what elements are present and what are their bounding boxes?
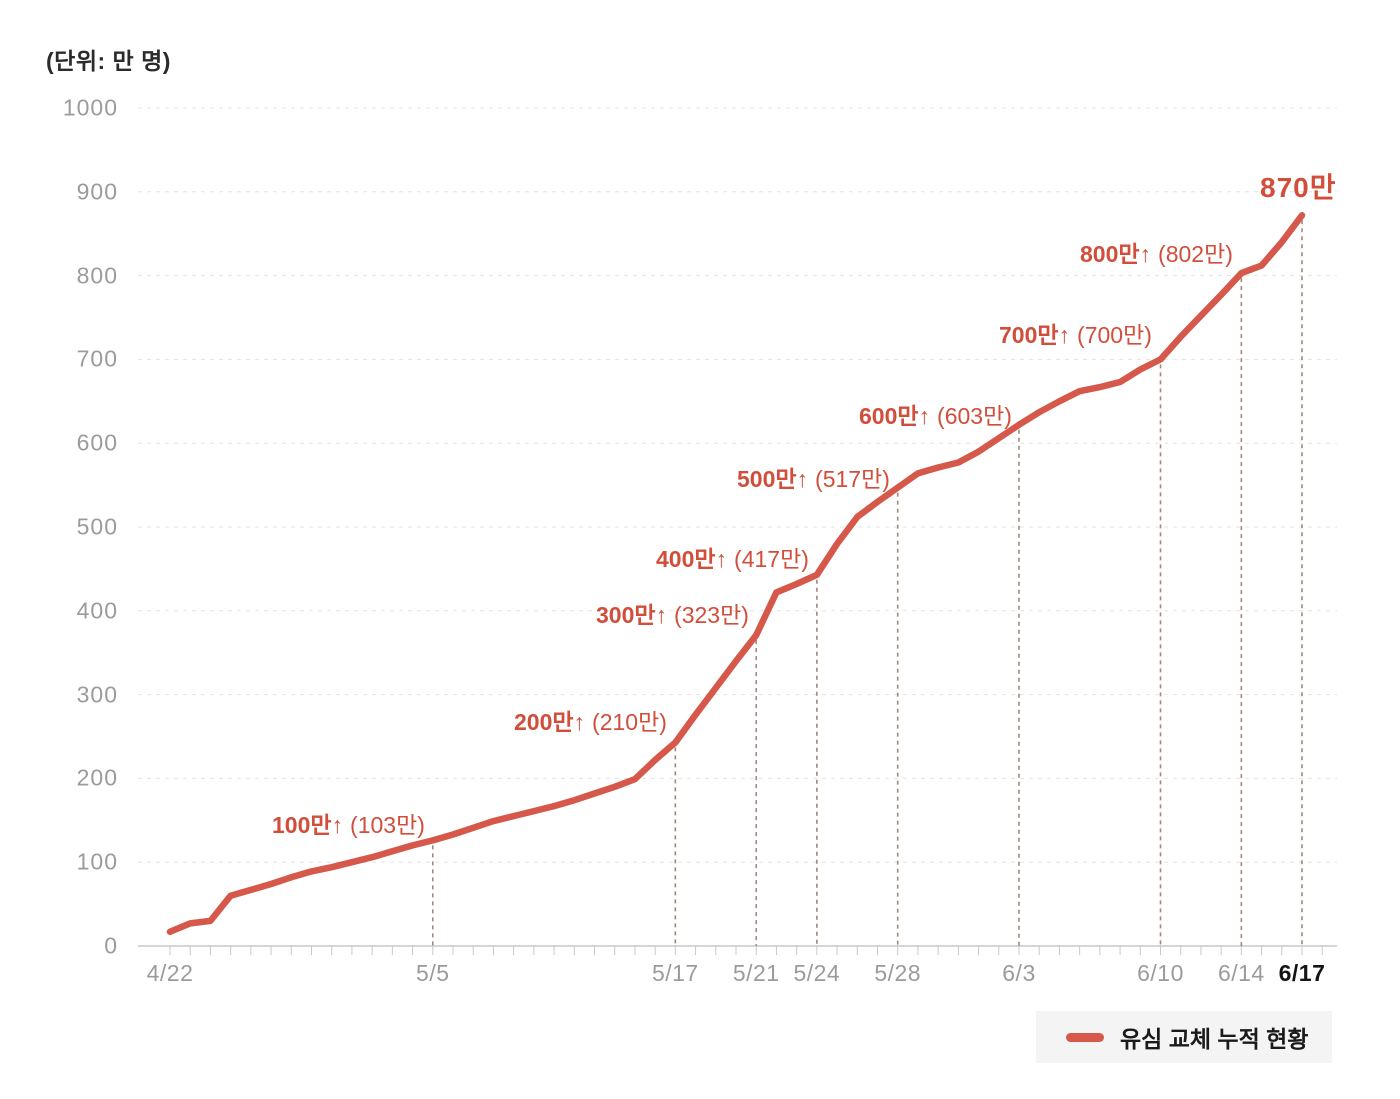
milestone-actual-text: (517만) bbox=[815, 466, 890, 492]
y-axis-label-100: 100 bbox=[76, 848, 118, 875]
x-axis-label-4-22: 4/22 bbox=[146, 960, 194, 986]
milestone-annotation-6-10: 700만↑ (700만) bbox=[999, 316, 1152, 350]
x-axis-label-5-17: 5/17 bbox=[651, 960, 699, 986]
y-axis-label-600: 600 bbox=[76, 429, 118, 456]
milestone-threshold-text: 500만↑ bbox=[737, 466, 809, 492]
x-axis-label-6-14: 6/14 bbox=[1217, 960, 1265, 986]
y-axis-label-300: 300 bbox=[76, 681, 118, 708]
y-axis-label-0: 0 bbox=[104, 932, 118, 959]
milestone-threshold-text: 100만↑ bbox=[272, 812, 344, 838]
x-axis-label-6-17: 6/17 bbox=[1278, 960, 1326, 986]
cumulative-series-line bbox=[166, 212, 1306, 936]
milestone-threshold-text: 870만 bbox=[1260, 172, 1337, 203]
milestone-threshold-text: 300만↑ bbox=[596, 602, 668, 628]
milestone-actual-text: (210만) bbox=[592, 709, 667, 735]
x-axis-label-5-21: 5/21 bbox=[732, 960, 780, 986]
y-axis-label-700: 700 bbox=[76, 345, 118, 372]
y-axis-label-900: 900 bbox=[76, 178, 118, 205]
x-axis-label-5-24: 5/24 bbox=[793, 960, 841, 986]
axis-unit-label: (단위: 만 명) bbox=[46, 48, 171, 74]
milestone-annotation-6-3: 600만↑ (603만) bbox=[859, 397, 1012, 431]
milestone-annotation-5-21: 300만↑ (323만) bbox=[596, 596, 749, 630]
y-axis-label-200: 200 bbox=[76, 764, 118, 791]
milestone-actual-text: (700만) bbox=[1077, 322, 1152, 348]
x-axis-label-5-5: 5/5 bbox=[416, 960, 450, 986]
y-axis-label-500: 500 bbox=[76, 513, 118, 540]
milestone-threshold-text: 400만↑ bbox=[656, 546, 728, 572]
milestone-annotation-6-17: 870만 bbox=[1260, 166, 1336, 206]
milestone-threshold-text: 700만↑ bbox=[999, 322, 1071, 348]
milestone-actual-text: (103만) bbox=[350, 812, 425, 838]
milestone-threshold-text: 800만↑ bbox=[1080, 241, 1152, 267]
milestone-threshold-text: 600만↑ bbox=[859, 403, 931, 429]
milestone-actual-text: (323만) bbox=[674, 602, 749, 628]
legend-line-swatch-icon bbox=[1066, 1032, 1104, 1042]
milestone-annotation-5-28: 500만↑ (517만) bbox=[737, 460, 890, 494]
legend: 유심 교체 누적 현황 bbox=[1036, 1011, 1332, 1063]
x-axis-label-6-10: 6/10 bbox=[1137, 960, 1184, 986]
legend-series-label: 유심 교체 누적 현황 bbox=[1120, 1026, 1309, 1052]
y-axis-label-800: 800 bbox=[76, 262, 118, 289]
milestone-annotation-6-14: 800만↑ (802만) bbox=[1080, 235, 1233, 269]
y-axis-label-1000: 1000 bbox=[62, 94, 118, 121]
milestone-actual-text: (802만) bbox=[1158, 241, 1233, 267]
milestone-threshold-text: 200만↑ bbox=[514, 709, 586, 735]
x-axis-label-5-28: 5/28 bbox=[874, 960, 922, 986]
milestone-actual-text: (603만) bbox=[937, 403, 1012, 429]
milestone-annotation-5-17: 200만↑ (210만) bbox=[514, 703, 667, 737]
y-axis-label-400: 400 bbox=[76, 597, 118, 624]
milestone-actual-text: (417만) bbox=[734, 546, 809, 572]
milestone-annotation-5-5: 100만↑ (103만) bbox=[272, 806, 425, 840]
milestone-annotation-5-24: 400만↑ (417만) bbox=[656, 540, 809, 574]
x-axis-label-6-3: 6/3 bbox=[1002, 960, 1036, 986]
